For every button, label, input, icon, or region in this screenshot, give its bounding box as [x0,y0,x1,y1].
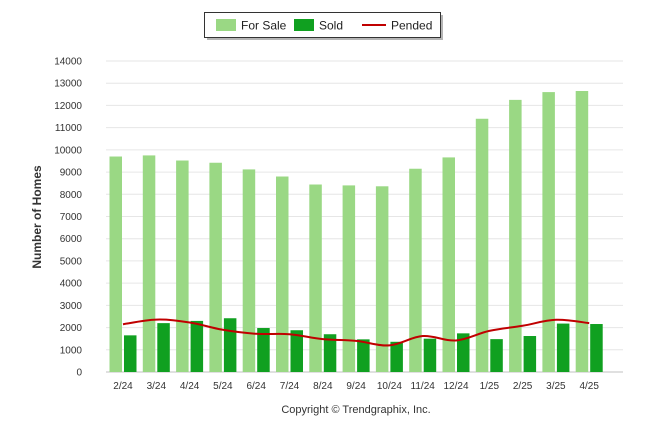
x-tick-label: 5/24 [213,381,233,392]
x-tick-label: 4/24 [180,381,200,392]
bar-for-sale [475,118,489,372]
bar-sold [357,339,370,372]
x-tick-label: 8/24 [313,381,333,392]
x-tick-label: 6/24 [246,381,266,392]
bar-sold [390,341,403,372]
bar-sold [523,336,537,372]
x-tick-label: 10/24 [377,381,402,392]
bar-sold [556,323,570,372]
legend-swatch [294,19,314,31]
y-tick-labels: 0 1000 2000 3000 4000 5000 6000 7000 8000 9000 100… [54,57,82,379]
bar-for-sale [575,90,589,372]
bar-sold [590,324,603,372]
bar-for-sale [542,92,555,372]
y-tick-label: 10000 [54,145,82,156]
bar-sold [157,323,170,372]
bar-for-sale [375,186,389,372]
x-tick-label: 1/25 [480,381,500,392]
bar-sold [457,333,470,372]
y-tick-label: 12000 [54,101,82,112]
bar-for-sale [409,168,422,372]
bar-sold [423,338,437,372]
bars [109,90,603,372]
y-tick-label: 9000 [60,168,83,179]
y-tick-label: 13000 [54,79,82,90]
bar-for-sale [276,176,289,372]
bar-for-sale [442,157,455,372]
bar-sold [190,320,204,372]
bar-sold [257,328,270,372]
bar-for-sale [342,185,356,372]
bar-for-sale [242,169,256,372]
bar-for-sale [142,155,156,372]
legend-label: For Sale [241,19,287,33]
y-tick-label: 7000 [60,212,83,223]
bar-sold [223,318,237,372]
y-tick-label: 11000 [55,123,83,134]
y-tick-label: 0 [76,368,82,379]
grid-lines [106,60,623,373]
y-tick-label: 2000 [60,323,83,334]
y-tick-label: 8000 [60,190,83,201]
y-tick-label: 6000 [60,234,83,245]
x-tick-label: 2/25 [513,381,533,392]
x-tick-label: 3/25 [546,381,566,392]
legend-swatch [216,19,236,31]
bar-sold [124,335,137,372]
x-tick-label: 12/24 [443,381,468,392]
bar-for-sale [109,156,122,372]
y-tick-label: 5000 [60,256,83,267]
bar-for-sale [509,99,522,372]
bar-sold [323,334,337,372]
y-tick-label: 1000 [60,345,83,356]
x-tick-label: 3/24 [147,381,167,392]
legend-label: Pended [391,19,432,33]
legend-label: Sold [319,19,343,33]
y-tick-label: 4000 [60,279,83,290]
x-tick-label: 11/24 [411,381,436,392]
pended-line-path [122,318,590,347]
x-tick-labels: 2/24 3/24 4/24 5/24 6/24 7/24 8/24 9/24 10/24 11/… [113,381,599,392]
bar-for-sale [176,160,189,372]
bar-for-sale [309,184,322,372]
legend: For Sale Sold Pended [204,12,443,40]
x-tick-label: 2/24 [113,381,133,392]
bar-for-sale [209,162,222,372]
x-tick-label: 4/25 [579,381,599,392]
copyright-caption: Copyright © Trendgraphix, Inc. [281,404,430,416]
x-tick-label: 9/24 [346,381,366,392]
x-tick-label: 7/24 [280,381,300,392]
pended-line [122,318,590,347]
bar-sold [290,330,303,372]
y-tick-label: 3000 [60,301,83,312]
y-axis-label: Number of Homes [30,165,44,269]
bar-sold [490,339,503,372]
y-tick-label: 14000 [54,57,82,68]
